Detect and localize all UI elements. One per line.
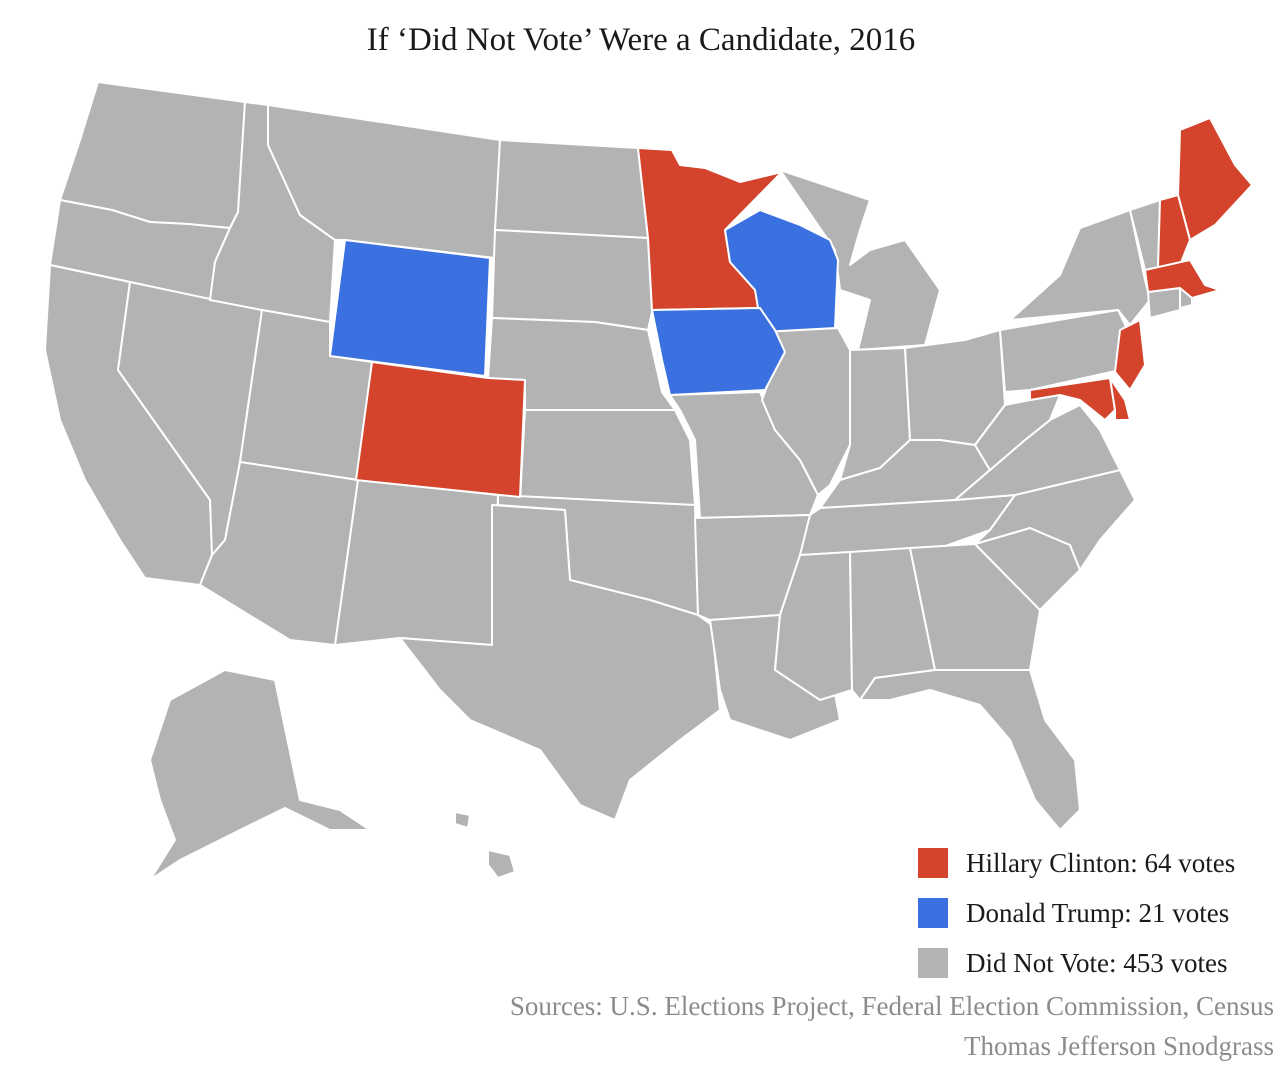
state-new-mexico — [334, 479, 499, 646]
state-michigan — [779, 169, 941, 351]
legend-swatch-did-not-vote — [918, 948, 948, 978]
state-alaska — [149, 669, 371, 881]
state-new-jersey — [1114, 319, 1146, 391]
author-line: Thomas Jefferson Snodgrass — [964, 1031, 1274, 1061]
state-kansas — [519, 409, 696, 506]
state-massachusetts — [1144, 259, 1221, 299]
state-florida — [859, 669, 1081, 831]
state-hawaii-maui — [454, 811, 471, 829]
state-colorado — [355, 361, 526, 498]
legend-item-did-not-vote: Did Not Vote: 453 votes — [918, 938, 1235, 988]
legend-item-clinton: Hillary Clinton: 64 votes — [918, 838, 1235, 888]
legend-swatch-trump — [918, 898, 948, 928]
state-new-hampshire — [1157, 194, 1191, 269]
state-iowa — [651, 307, 786, 396]
legend-swatch-clinton — [918, 848, 948, 878]
legend-label-clinton: Hillary Clinton: 64 votes — [966, 847, 1236, 878]
sources-credit: Sources: U.S. Elections Project, Federal… — [510, 986, 1274, 1066]
state-connecticut — [1147, 287, 1181, 319]
state-delaware — [1109, 377, 1131, 421]
state-hawaii — [487, 849, 516, 879]
state-south-dakota — [491, 229, 653, 331]
state-georgia — [909, 543, 1041, 671]
state-wisconsin — [724, 209, 839, 333]
legend: Hillary Clinton: 64 votes Donald Trump: … — [918, 838, 1235, 988]
sources-line: Sources: U.S. Elections Project, Federal… — [509, 991, 1274, 1021]
state-new-york — [1009, 209, 1151, 326]
state-west-virginia — [974, 394, 1061, 471]
state-texas — [399, 504, 721, 821]
state-north-dakota — [494, 139, 649, 239]
state-maine — [1177, 117, 1253, 241]
state-wyoming — [329, 239, 491, 377]
legend-label-did-not-vote: Did Not Vote: 453 votes — [966, 947, 1228, 978]
map-title: If ‘Did Not Vote’ Were a Candidate, 2016 — [366, 22, 916, 58]
legend-item-trump: Donald Trump: 21 votes — [918, 888, 1235, 938]
legend-label-trump: Donald Trump: 21 votes — [966, 897, 1230, 928]
